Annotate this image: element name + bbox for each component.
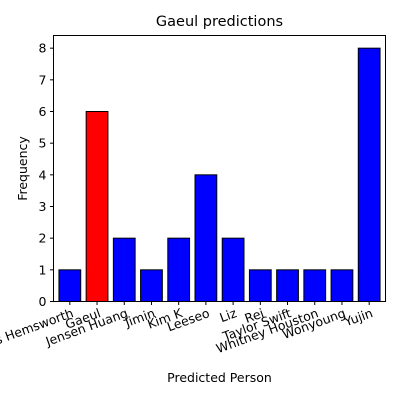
y-tick-label: 3 bbox=[39, 199, 47, 214]
y-axis: 0 1 2 3 4 5 6 7 8 bbox=[39, 41, 54, 309]
y-tick-label: 4 bbox=[39, 167, 47, 182]
x-tick-label: Yujin bbox=[341, 305, 374, 329]
y-tick-label: 8 bbox=[39, 41, 47, 56]
plot-frame bbox=[53, 35, 386, 302]
bar-liz bbox=[221, 237, 245, 303]
y-axis-label: Frequency bbox=[15, 136, 30, 201]
bar-yujin bbox=[357, 47, 381, 302]
y-tick-label: 6 bbox=[39, 104, 47, 119]
bar-chris-hemsworth bbox=[58, 269, 82, 303]
y-tick-label: 7 bbox=[39, 72, 47, 87]
bar-gaeul bbox=[85, 111, 109, 302]
x-tick-label: Liz bbox=[218, 305, 240, 325]
bar-jimin bbox=[140, 269, 163, 303]
bar-taylor-swift bbox=[276, 269, 299, 303]
y-tick-label: 2 bbox=[39, 231, 47, 246]
bar-whitney-houston bbox=[303, 269, 327, 303]
bars-group bbox=[58, 47, 381, 303]
chart-title: Gaeul predictions bbox=[156, 14, 283, 30]
bar-jensen-huang bbox=[112, 237, 136, 303]
x-axis-label: Predicted Person bbox=[167, 370, 272, 385]
bar-wonyoung bbox=[330, 269, 354, 303]
bar-leeseo bbox=[194, 174, 218, 302]
y-tick-label: 5 bbox=[39, 136, 47, 151]
y-tick-label: 1 bbox=[39, 262, 47, 277]
y-tick-label: 0 bbox=[39, 294, 47, 309]
x-tick-label: Rei bbox=[243, 305, 266, 326]
bar-rei bbox=[248, 269, 272, 303]
bar-kim-k bbox=[167, 237, 191, 303]
